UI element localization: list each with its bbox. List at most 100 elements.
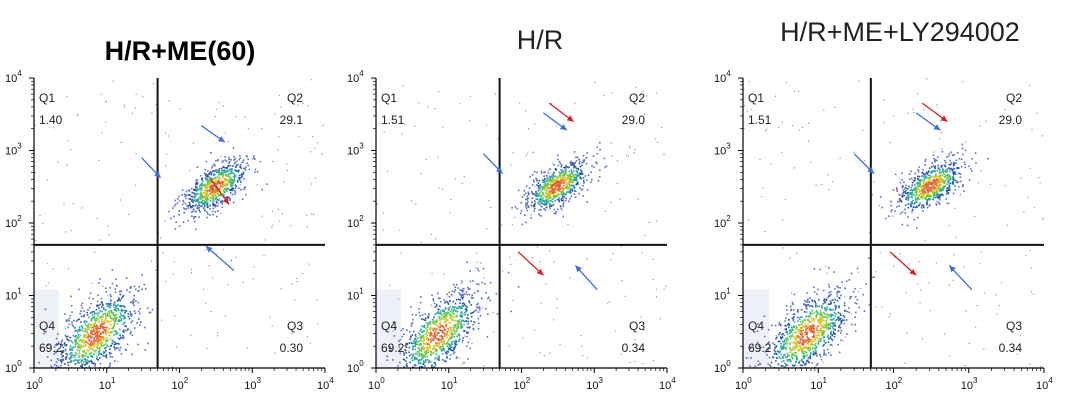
- data-point: [113, 309, 116, 311]
- data-point: [81, 354, 84, 356]
- data-point: [147, 307, 149, 309]
- data-point: [823, 323, 826, 326]
- data-point: [949, 168, 951, 170]
- data-point: [806, 347, 808, 350]
- data-point: [195, 199, 197, 201]
- data-point: [97, 343, 100, 346]
- data-point: [253, 157, 255, 159]
- data-point: [84, 321, 86, 324]
- data-point: [816, 314, 818, 316]
- data-point: [556, 298, 558, 300]
- data-point: [445, 342, 447, 345]
- data-point: [434, 323, 436, 325]
- data-point: [205, 193, 208, 196]
- data-point: [807, 379, 809, 381]
- data-point: [936, 170, 939, 172]
- data-point: [790, 330, 792, 333]
- data-point: [514, 206, 517, 208]
- data-point: [830, 309, 833, 311]
- data-point: [818, 321, 820, 324]
- data-point: [535, 192, 537, 195]
- data-point: [791, 326, 793, 328]
- data-point: [458, 321, 461, 324]
- data-point: [45, 285, 47, 287]
- data-point: [79, 334, 82, 336]
- data-point: [199, 188, 201, 191]
- data-point: [440, 340, 443, 342]
- data-point: [123, 106, 125, 108]
- data-point: [832, 328, 835, 330]
- data-point: [790, 308, 793, 311]
- data-point: [74, 352, 77, 354]
- data-point: [90, 324, 93, 326]
- data-point: [834, 322, 836, 325]
- data-point: [792, 303, 794, 306]
- data-point: [93, 340, 95, 342]
- data-point: [84, 376, 86, 378]
- data-point: [791, 364, 794, 367]
- data-point: [462, 289, 465, 292]
- data-point: [447, 309, 450, 312]
- data-point: [550, 183, 552, 186]
- data-point: [451, 343, 454, 346]
- data-point: [821, 316, 823, 319]
- data-point: [443, 340, 445, 343]
- data-point: [194, 193, 196, 195]
- data-point: [424, 375, 426, 377]
- data-point: [538, 188, 541, 191]
- data-point: [212, 202, 214, 205]
- data-point: [456, 307, 458, 309]
- data-point: [652, 258, 654, 260]
- data-point: [573, 165, 576, 167]
- data-point: [774, 350, 776, 353]
- data-point: [384, 391, 386, 393]
- data-point: [423, 355, 426, 358]
- data-point: [794, 337, 796, 339]
- data-point: [266, 183, 268, 185]
- data-point: [625, 154, 628, 156]
- data-point: [210, 310, 212, 313]
- data-point: [438, 90, 440, 93]
- data-point: [196, 193, 199, 195]
- data-point: [204, 204, 206, 206]
- data-point: [105, 315, 107, 317]
- data-point: [454, 325, 456, 327]
- data-point: [216, 190, 219, 192]
- data-point: [454, 324, 457, 326]
- data-point: [242, 188, 245, 191]
- data-point: [551, 103, 553, 105]
- data-point: [113, 323, 116, 325]
- data-point: [86, 384, 88, 386]
- data-point: [427, 316, 429, 319]
- data-point: [561, 210, 563, 212]
- data-point: [236, 160, 238, 163]
- data-point: [70, 377, 72, 379]
- data-point: [206, 216, 208, 219]
- data-point: [227, 179, 229, 182]
- data-point: [793, 347, 796, 350]
- data-point: [123, 336, 125, 339]
- data-point: [477, 317, 480, 320]
- data-point: [784, 343, 787, 345]
- data-point: [210, 188, 213, 190]
- data-point: [548, 197, 551, 199]
- data-point: [429, 332, 432, 335]
- data-point: [573, 166, 575, 169]
- data-point: [477, 269, 480, 272]
- data-point: [195, 204, 197, 206]
- data-point: [846, 333, 848, 335]
- data-point: [458, 305, 460, 308]
- data-point: [236, 179, 239, 182]
- data-point: [824, 326, 827, 328]
- data-point: [536, 178, 538, 181]
- data-point: [218, 190, 220, 193]
- data-point: [433, 373, 435, 375]
- data-point: [752, 344, 754, 347]
- data-point: [238, 187, 240, 189]
- data-point: [455, 357, 458, 360]
- data-point: [444, 311, 447, 314]
- data-point: [428, 332, 430, 335]
- data-point: [216, 176, 219, 178]
- data-point: [795, 377, 797, 379]
- y-tick-label: 104: [5, 69, 22, 85]
